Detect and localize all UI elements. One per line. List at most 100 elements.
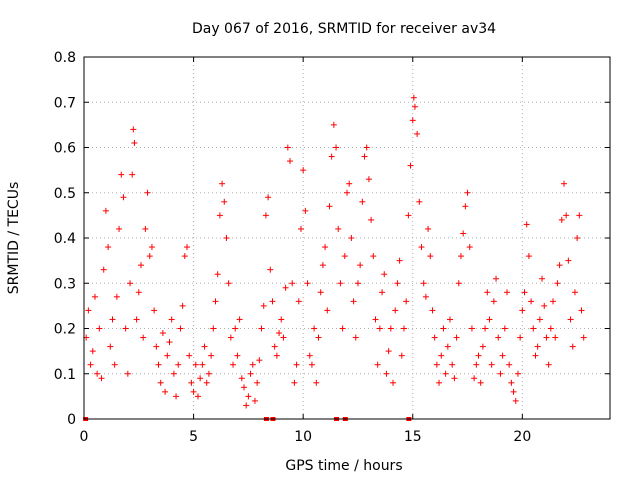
data-point <box>447 316 454 323</box>
data-point <box>96 325 103 332</box>
data-point <box>578 307 585 314</box>
data-point <box>210 325 217 332</box>
data-point <box>558 216 565 223</box>
data-point <box>357 262 364 269</box>
data-point <box>418 244 425 251</box>
data-point <box>240 384 247 391</box>
data-point <box>337 280 344 287</box>
data-point <box>420 280 427 287</box>
data-point <box>175 361 182 368</box>
data-point <box>122 325 129 332</box>
plot-frame <box>83 56 611 420</box>
data-point <box>157 379 164 386</box>
data-point <box>297 225 304 232</box>
data-point <box>289 280 296 287</box>
data-point <box>212 298 219 305</box>
data-point <box>144 189 151 196</box>
data-point <box>550 298 557 305</box>
data-point <box>425 225 432 232</box>
data-point <box>179 302 186 309</box>
data-point <box>460 230 467 237</box>
data-point <box>192 361 199 368</box>
x-tick-label: 15 <box>404 429 422 445</box>
data-point <box>497 370 504 377</box>
data-point <box>464 189 471 196</box>
data-point <box>267 266 274 273</box>
data-point <box>394 280 401 287</box>
data-point <box>390 379 397 386</box>
data-point <box>501 325 508 332</box>
y-axis-title: SRMTID / TECUs <box>6 182 22 295</box>
data-point <box>363 144 370 151</box>
data-point <box>416 198 423 205</box>
data-point <box>475 352 482 359</box>
data-point <box>422 293 429 300</box>
data-point <box>477 379 484 386</box>
data-point <box>284 144 291 151</box>
data-point <box>236 316 243 323</box>
data-point <box>493 275 500 282</box>
data-point <box>352 334 359 341</box>
data-point <box>521 289 528 296</box>
data-point <box>223 235 230 241</box>
data-point <box>170 370 177 377</box>
data-point <box>87 361 94 368</box>
grid-lines <box>84 57 610 419</box>
data-point <box>473 361 480 368</box>
data-point <box>359 198 366 205</box>
data-point <box>181 253 188 260</box>
data-point <box>565 257 572 264</box>
data-point <box>457 253 464 260</box>
data-point <box>155 361 162 368</box>
data-point <box>376 325 383 332</box>
data-point <box>370 253 377 260</box>
x-tick-label: 10 <box>294 429 312 445</box>
data-point <box>308 361 315 368</box>
data-point <box>256 357 263 364</box>
data-point <box>368 216 375 223</box>
data-point <box>208 352 215 359</box>
data-point <box>293 361 300 368</box>
data-point <box>545 361 552 368</box>
data-point <box>216 212 223 219</box>
data-point <box>300 167 307 174</box>
data-point <box>265 194 272 201</box>
data-point <box>410 94 417 101</box>
data-point <box>536 316 543 323</box>
y-tick-label: 0.5 <box>54 186 76 202</box>
data-point <box>109 316 116 323</box>
data-point <box>488 361 495 368</box>
data-point <box>543 334 550 341</box>
data-point <box>230 361 237 368</box>
data-point <box>407 162 414 169</box>
data-point <box>569 343 576 350</box>
data-point <box>135 289 142 296</box>
data-point <box>350 298 357 305</box>
data-point <box>484 289 491 296</box>
data-point <box>116 225 123 232</box>
data-point <box>120 194 127 201</box>
data-point <box>243 402 250 409</box>
x-axis-title: GPS time / hours <box>285 458 402 474</box>
data-point <box>291 379 298 386</box>
data-point <box>554 280 561 287</box>
data-point <box>219 180 226 187</box>
data-point <box>563 212 570 219</box>
data-point <box>311 325 318 332</box>
data-point <box>232 325 239 332</box>
data-point <box>317 289 324 296</box>
data-point <box>372 316 379 323</box>
axis-ticks <box>83 56 610 420</box>
data-point <box>455 280 462 287</box>
data-point <box>519 307 526 314</box>
data-point <box>444 343 451 350</box>
data-point <box>523 221 530 228</box>
data-point <box>326 203 333 210</box>
data-point <box>560 180 567 187</box>
data-point <box>254 379 261 386</box>
x-tick-label: 0 <box>80 429 89 445</box>
data-point <box>85 307 92 314</box>
data-point <box>468 325 475 332</box>
data-point <box>124 370 131 377</box>
data-point <box>113 293 120 300</box>
